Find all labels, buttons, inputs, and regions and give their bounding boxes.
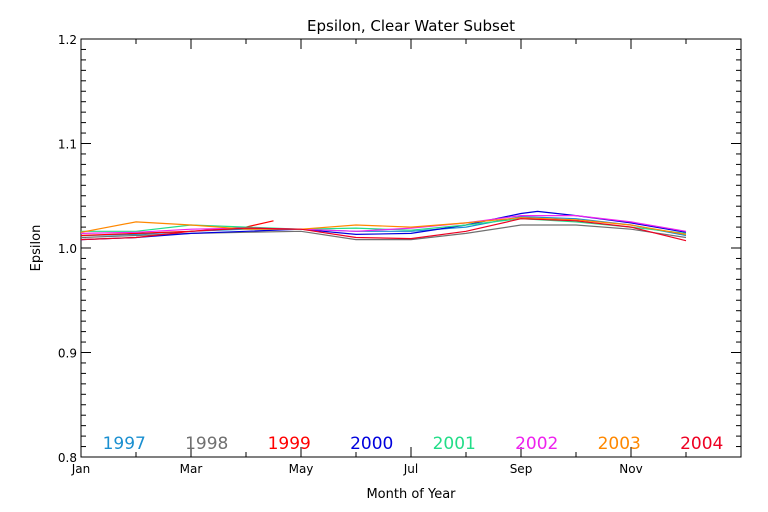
legend-entry-1999: 1999 [268,434,311,454]
legend-entry-2000: 2000 [350,434,393,454]
y-tick-label: 0.9 [58,347,77,361]
x-tick-label: Nov [619,462,642,476]
axes: Jan Mar May Jul Sep Nov 0.8 0.9 1.0 1.1 1.2 [58,33,742,476]
chart-title: Epsilon, Clear Water Subset [307,17,515,35]
y-tick-label: 1.1 [58,138,77,152]
y-tick-label: 1.2 [58,33,77,47]
legend-entry-1997: 1997 [103,434,146,454]
legend-entry-2002: 2002 [515,434,558,454]
x-tick-label: Sep [510,462,533,476]
legend: 1997 1998 1999 2000 2001 2002 2003 2004 [103,434,724,454]
x-tick-label: May [289,462,314,476]
series-line-2002 [80,215,687,234]
series-line-2004 [80,218,687,242]
x-axis-label: Month of Year [366,487,456,502]
y-tick-label: 1.0 [58,242,77,256]
x-tick-label: Mar [180,462,203,476]
y-tick-label: 0.8 [58,451,77,465]
legend-entry-2004: 2004 [680,434,723,454]
x-tick-label: Jul [403,462,418,476]
y-axis-label: Epsilon [29,225,44,272]
legend-entry-2001: 2001 [433,434,476,454]
series-lines [80,210,687,242]
x-tick-label: Jan [71,462,91,476]
series-line-2003 [80,217,687,235]
legend-entry-1998: 1998 [185,434,228,454]
legend-entry-2003: 2003 [598,434,641,454]
plot-frame [80,38,742,458]
